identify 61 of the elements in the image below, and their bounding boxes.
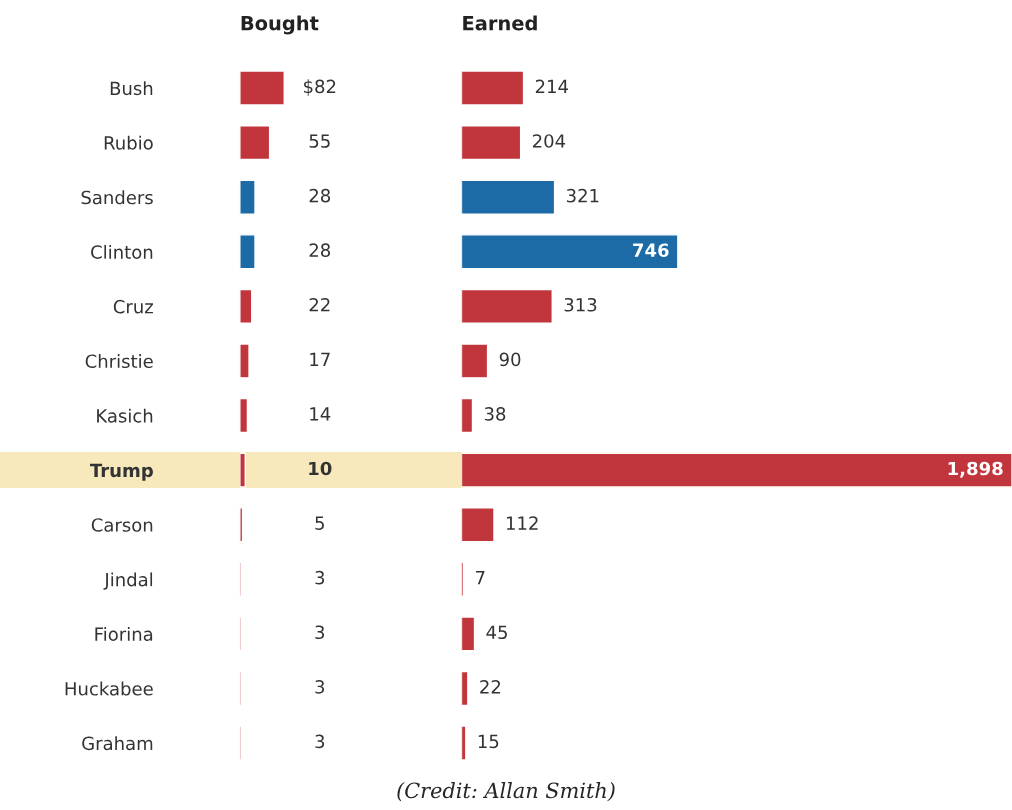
data-label: 22 [309,297,330,312]
data-label: 1,898 [948,461,1003,478]
bar [239,343,250,379]
data-label: 321 [566,188,599,203]
data-label: 204 [532,134,566,148]
bar [461,70,525,106]
data-label: 22 [480,680,501,694]
data-label: 28 [309,243,331,258]
y-tick-label: Bush [110,81,153,96]
bar [461,179,556,215]
bar [461,507,495,543]
bar [239,234,256,270]
y-tick-label: Sanders [81,190,153,205]
y-tick-label: Clinton [91,244,153,259]
data-label: 5 [315,516,324,530]
data-label: 3 [315,680,325,694]
data-label: 746 [633,243,669,258]
bar [239,70,285,106]
data-label: 55 [309,134,330,148]
y-tick-label: Carson [91,518,153,532]
data-label: 313 [564,297,597,312]
y-tick-label: Huckabee [65,681,153,696]
data-label: 17 [310,352,330,366]
bar [461,725,467,761]
data-label: 3 [315,625,325,640]
data-label: 90 [499,352,521,367]
data-label: 14 [310,407,331,421]
bar [461,343,489,379]
bar [239,179,256,215]
data-label: 7 [475,571,485,585]
y-tick-label: Cruz [113,299,153,314]
bar [461,616,476,652]
y-tick-label: Trump [89,463,153,481]
y-tick-label: Kasich [97,408,153,423]
data-label: 10 [309,461,332,476]
data-label: 15 [478,734,499,749]
data-label: 214 [535,79,568,94]
data-label: 112 [506,516,538,530]
bar [239,288,253,324]
bar [239,397,249,434]
data-label: 3 [315,734,325,749]
bar [461,125,522,161]
y-tick-label: Christie [85,354,153,369]
data-label: 28 [309,188,331,203]
chart-title: Earned [463,15,537,31]
bar [461,397,474,434]
y-tick-label: Fiorina [95,627,153,641]
bar [239,125,271,161]
bar [461,670,469,707]
y-tick-label: Graham [82,736,153,751]
data-label: 45 [486,625,507,640]
chart-title: Bought [241,15,319,35]
bar [461,288,553,324]
y-tick-label: Jindal [103,572,153,590]
data-label: 38 [484,407,506,421]
text: (Credit: Allan Smith) [397,782,615,802]
bar [239,452,246,488]
data-label: 3 [315,570,325,585]
bar [461,234,679,270]
data-label: $82 [304,79,336,96]
y-tick-label: Rubio [104,135,153,150]
